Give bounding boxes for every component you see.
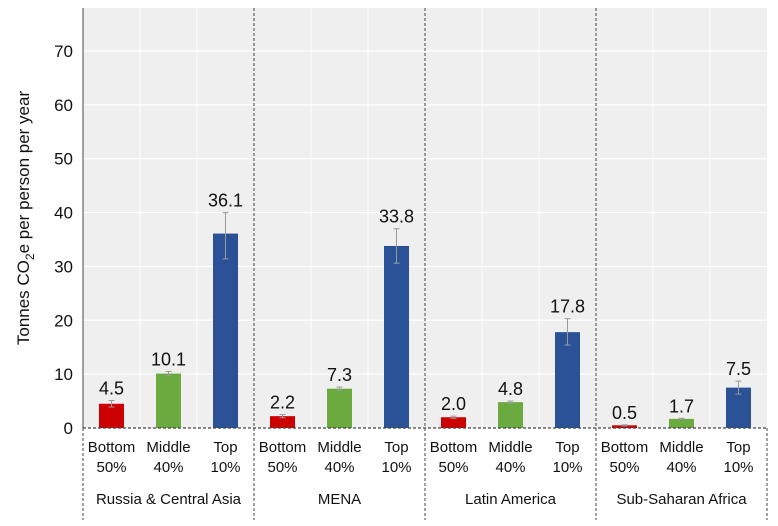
bar-middle xyxy=(327,388,352,428)
subcategory-label: 50% xyxy=(609,459,639,476)
bar-bottom xyxy=(99,403,124,428)
data-label: 36.1 xyxy=(208,191,243,211)
data-label: 0.5 xyxy=(612,403,637,423)
subcategory-label: Middle xyxy=(317,439,361,456)
y-axis-label: Tonnes CO2e per person per year xyxy=(14,91,37,346)
subcategory-label: 10% xyxy=(723,459,753,476)
subcategory-label: 40% xyxy=(495,459,525,476)
subcategory-label: 40% xyxy=(666,459,696,476)
subcategory-label: Middle xyxy=(659,439,703,456)
y-tick-label: 30 xyxy=(54,257,73,276)
bars: 4.5 10.1 36.1 2.2 7.3 33.8 2.0 4.8 17.8 0.5 1.7 7.5 xyxy=(99,191,751,428)
y-tick-label: 50 xyxy=(54,150,73,169)
subcategory-label: 40% xyxy=(153,459,183,476)
group-label: Latin America xyxy=(465,491,557,508)
subcategory-label: 10% xyxy=(552,459,582,476)
data-label: 2.0 xyxy=(441,394,466,414)
bar-top xyxy=(384,245,409,428)
bar-middle xyxy=(498,402,523,428)
y-tick-label: 0 xyxy=(64,419,73,438)
subcategory-label: 10% xyxy=(381,459,411,476)
data-label: 7.5 xyxy=(726,359,751,379)
subcategory-label: Top xyxy=(384,439,408,456)
subcategory-label: 50% xyxy=(267,459,297,476)
subcategory-label: Middle xyxy=(488,439,532,456)
y-tick-label: 70 xyxy=(54,42,73,61)
data-label: 4.5 xyxy=(99,379,124,399)
bar-bottom xyxy=(270,416,295,428)
data-label: 17.8 xyxy=(550,297,585,317)
bar-bottom xyxy=(612,425,637,428)
bar-top xyxy=(555,332,580,428)
data-label: 7.3 xyxy=(327,365,352,385)
bar-top xyxy=(213,233,238,428)
data-label: 2.2 xyxy=(270,393,295,413)
subcategory-label: 40% xyxy=(324,459,354,476)
group-label: MENA xyxy=(318,491,361,508)
data-label: 33.8 xyxy=(379,207,414,227)
y-tick-label: 60 xyxy=(54,96,73,115)
data-label: 4.8 xyxy=(498,379,523,399)
bar-bottom xyxy=(441,417,466,428)
data-label: 10.1 xyxy=(151,349,186,369)
y-tick-label: 20 xyxy=(54,311,73,330)
subcategory-label: Bottom xyxy=(430,439,478,456)
data-label: 1.7 xyxy=(669,396,694,416)
subcategory-label: 50% xyxy=(96,459,126,476)
bar-middle xyxy=(669,418,694,428)
subcategory-label: Bottom xyxy=(601,439,649,456)
y-tick-label: 10 xyxy=(54,365,73,384)
bar-middle xyxy=(156,373,181,428)
subcategory-label: 10% xyxy=(210,459,240,476)
subcategory-label: Bottom xyxy=(88,439,136,456)
group-label: Sub-Saharan Africa xyxy=(616,491,747,508)
subcategory-label: Top xyxy=(213,439,237,456)
y-tick-label: 40 xyxy=(54,204,73,223)
subcategory-label: Top xyxy=(726,439,750,456)
subcategory-label: 50% xyxy=(438,459,468,476)
subcategory-label: Bottom xyxy=(259,439,307,456)
subcategory-label: Middle xyxy=(146,439,190,456)
x-axis-labels: Bottom 50% Middle 40% Top 10% Russia & Central… xyxy=(82,8,768,520)
group-label: Russia & Central Asia xyxy=(96,491,242,508)
subcategory-label: Top xyxy=(555,439,579,456)
y-axis-ticks: 0 10 20 30 40 50 60 70 xyxy=(54,42,73,438)
